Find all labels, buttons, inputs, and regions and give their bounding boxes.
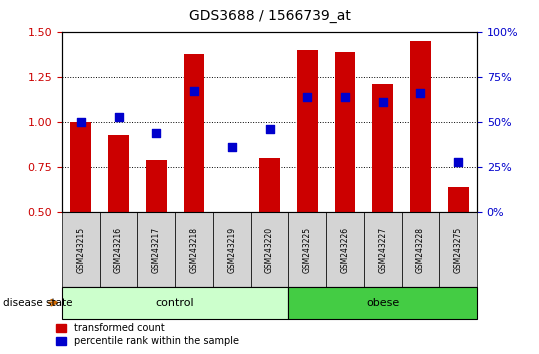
Text: GSM243220: GSM243220 bbox=[265, 227, 274, 273]
Text: GSM243217: GSM243217 bbox=[152, 227, 161, 273]
Text: GSM243228: GSM243228 bbox=[416, 227, 425, 273]
Point bbox=[416, 90, 425, 96]
Text: GSM243215: GSM243215 bbox=[77, 227, 85, 273]
Point bbox=[378, 99, 387, 105]
Bar bbox=[288, 287, 477, 319]
Bar bbox=[146, 160, 167, 212]
Bar bbox=[335, 52, 355, 212]
Bar bbox=[62, 287, 288, 319]
Bar bbox=[71, 122, 91, 212]
Bar bbox=[297, 50, 317, 212]
Bar bbox=[100, 212, 137, 287]
Bar bbox=[213, 212, 251, 287]
Bar bbox=[137, 212, 175, 287]
Text: GSM243218: GSM243218 bbox=[190, 227, 198, 273]
Text: GDS3688 / 1566739_at: GDS3688 / 1566739_at bbox=[189, 9, 350, 23]
Point bbox=[227, 144, 236, 150]
Bar bbox=[259, 158, 280, 212]
Bar bbox=[184, 53, 204, 212]
Bar bbox=[439, 212, 477, 287]
Point bbox=[341, 94, 349, 100]
Point bbox=[77, 119, 85, 125]
Text: GSM243216: GSM243216 bbox=[114, 227, 123, 273]
Text: disease state: disease state bbox=[3, 298, 72, 308]
Point bbox=[152, 130, 161, 136]
Text: GSM243227: GSM243227 bbox=[378, 227, 387, 273]
Bar bbox=[364, 212, 402, 287]
Text: obese: obese bbox=[366, 298, 399, 308]
Bar bbox=[108, 135, 129, 212]
Bar bbox=[62, 212, 100, 287]
Point bbox=[265, 126, 274, 132]
Point bbox=[114, 114, 123, 120]
Text: control: control bbox=[156, 298, 195, 308]
Bar bbox=[175, 212, 213, 287]
Point bbox=[454, 159, 462, 165]
Bar bbox=[288, 212, 326, 287]
Text: GSM243226: GSM243226 bbox=[341, 227, 349, 273]
Point bbox=[190, 88, 198, 94]
Point bbox=[303, 94, 312, 100]
Bar bbox=[372, 84, 393, 212]
Text: GSM243225: GSM243225 bbox=[303, 227, 312, 273]
Bar bbox=[251, 212, 288, 287]
Legend: transformed count, percentile rank within the sample: transformed count, percentile rank withi… bbox=[56, 324, 239, 346]
Bar bbox=[326, 212, 364, 287]
Bar bbox=[402, 212, 439, 287]
Bar bbox=[448, 187, 468, 212]
Text: GSM243219: GSM243219 bbox=[227, 227, 236, 273]
Text: GSM243275: GSM243275 bbox=[454, 227, 462, 273]
Bar bbox=[410, 41, 431, 212]
